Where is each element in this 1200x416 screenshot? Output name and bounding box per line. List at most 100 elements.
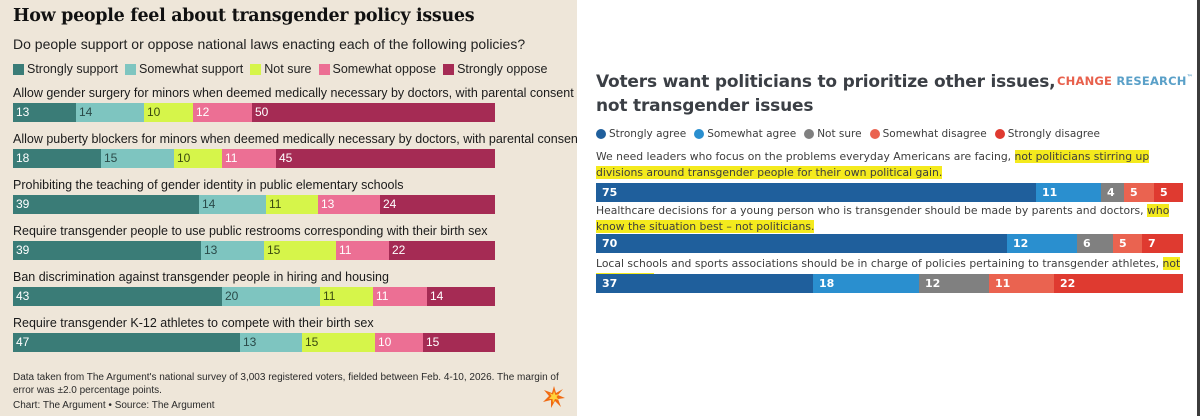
- data-label: 18: [16, 151, 30, 165]
- bar-segment-strongly-agree: 70: [596, 234, 1007, 253]
- data-label: 47: [16, 335, 30, 349]
- legend-dot: [596, 129, 606, 139]
- data-label: 22: [392, 243, 406, 257]
- row-label: Prohibiting the teaching of gender ident…: [13, 178, 404, 192]
- data-label: 11: [1042, 186, 1058, 199]
- bar-segment-strongly-oppose: 45: [276, 149, 495, 168]
- bar-segment-not-sure: 10: [144, 103, 193, 122]
- legend-swatch: [125, 63, 137, 75]
- legend-item: Strongly support: [13, 62, 118, 76]
- starburst-icon: [543, 386, 565, 408]
- row-label: Require transgender K-12 athletes to com…: [13, 316, 374, 330]
- data-label: 15: [426, 335, 440, 349]
- legend-label: Strongly disagree: [1007, 128, 1100, 140]
- data-label: 37: [602, 277, 618, 290]
- legend-label: Somewhat disagree: [882, 128, 987, 140]
- data-label: 75: [602, 186, 618, 199]
- bar-segment-somewhat-support: 13: [201, 241, 264, 260]
- data-label: 43: [16, 289, 30, 303]
- data-label: 13: [321, 197, 335, 211]
- bar-segment-strongly-disagree: 5: [1154, 183, 1183, 202]
- left-chart-panel: How people feel about transgender policy…: [0, 0, 581, 416]
- data-label: 11: [339, 243, 352, 257]
- bar-segment-not-sure: 6: [1077, 234, 1113, 253]
- statement-plain: Healthcare decisions for a young person …: [596, 204, 1148, 217]
- legend-swatch: [13, 63, 24, 75]
- statement-plain: We need leaders who focus on the problem…: [596, 150, 1015, 163]
- bar-segment-somewhat-disagree: 11: [989, 274, 1054, 293]
- bar-segment-strongly-oppose: 15: [423, 333, 495, 352]
- data-label: 14: [79, 105, 93, 119]
- bar-segment-somewhat-oppose: 11: [373, 287, 427, 306]
- bar-segment-not-sure: 15: [302, 333, 375, 352]
- data-label: 12: [925, 277, 941, 290]
- data-label: 10: [147, 105, 161, 119]
- data-label: 13: [204, 243, 218, 257]
- data-label: 5: [1130, 186, 1138, 199]
- statement-plain: Local schools and sports associations sh…: [596, 257, 1163, 270]
- right-chart-panel: Voters want politicians to prioritize ot…: [577, 0, 1197, 416]
- bar-segment-somewhat-agree: 18: [813, 274, 919, 293]
- data-label: 18: [819, 277, 835, 290]
- stacked-bar: 43 20 11 11 14: [13, 287, 495, 306]
- right-border-divider: [1197, 0, 1200, 416]
- bar-segment-not-sure: 11: [320, 287, 373, 306]
- bar-segment-strongly-disagree: 22: [1054, 274, 1183, 293]
- bar-segment-strongly-support: 39: [13, 195, 199, 214]
- stacked-bar: 70 12 6 5 7: [596, 234, 1183, 253]
- data-label: 15: [267, 243, 281, 257]
- bar-segment-strongly-support: 47: [13, 333, 240, 352]
- row-label: Ban discrimination against transgender p…: [13, 270, 389, 284]
- stacked-bar: 47 13 15 10 15: [13, 333, 495, 352]
- legend-swatch: [443, 63, 455, 75]
- left-credit: Chart: The Argument • Source: The Argume…: [13, 400, 215, 411]
- bar-segment-strongly-support: 18: [13, 149, 101, 168]
- legend-label: Not sure: [817, 128, 862, 140]
- right-chart-title: Voters want politicians to prioritize ot…: [596, 72, 1056, 116]
- bar-segment-somewhat-oppose: 13: [318, 195, 380, 214]
- bar-segment-not-sure: 11: [266, 195, 318, 214]
- left-chart-subtitle: Do people support or oppose national law…: [13, 36, 526, 52]
- brand-word-research: RESEARCH: [1116, 74, 1187, 88]
- legend-label: Somewhat agree: [707, 128, 797, 140]
- legend-item: Strongly disagree: [994, 128, 1100, 140]
- data-label: 50: [255, 105, 269, 119]
- bar-segment-strongly-oppose: 24: [380, 195, 495, 214]
- bar-segment-not-sure: 12: [919, 274, 989, 293]
- left-footnote-line2: error was ±2.0 percentage points.: [13, 385, 162, 396]
- bar-segment-somewhat-support: 13: [240, 333, 302, 352]
- data-label: 10: [378, 335, 392, 349]
- legend-item: Somewhat support: [125, 62, 243, 76]
- legend-item: Strongly oppose: [443, 62, 547, 76]
- stacked-bar: 37 18 12 11 22: [596, 274, 1183, 293]
- legend-label: Somewhat support: [139, 62, 244, 76]
- statement-text: We need leaders who focus on the problem…: [596, 149, 1184, 181]
- data-label: 12: [196, 105, 210, 119]
- bar-segment-somewhat-support: 14: [199, 195, 266, 214]
- legend-label: Strongly oppose: [457, 62, 548, 76]
- data-label: 20: [225, 289, 239, 303]
- data-label: 6: [1083, 237, 1091, 250]
- legend-label: Somewhat oppose: [332, 62, 437, 76]
- data-label: 70: [602, 237, 618, 250]
- row-label: Allow puberty blockers for minors when d…: [13, 132, 582, 146]
- data-label: 11: [225, 151, 238, 165]
- legend-dot: [994, 129, 1005, 139]
- bar-segment-somewhat-disagree: 5: [1124, 183, 1154, 202]
- legend-swatch: [318, 63, 330, 75]
- data-label: 45: [279, 151, 293, 165]
- bar-segment-strongly-support: 39: [13, 241, 201, 260]
- bar-segment-strongly-oppose: 14: [427, 287, 495, 306]
- data-label: 14: [202, 197, 216, 211]
- brand-word-change: CHANGE: [1057, 74, 1113, 88]
- bar-segment-somewhat-support: 20: [222, 287, 320, 306]
- bar-segment-somewhat-oppose: 11: [222, 149, 276, 168]
- stacked-bar: 13 14 10 12 50: [13, 103, 495, 122]
- data-label: 22: [1060, 277, 1076, 290]
- data-label: 11: [323, 289, 336, 303]
- change-research-logo: CHANGE RESEARCH™: [1057, 74, 1193, 88]
- data-label: 5: [1119, 237, 1127, 250]
- statement-text: Healthcare decisions for a young person …: [596, 203, 1184, 235]
- bar-segment-strongly-agree: 37: [596, 274, 813, 293]
- bar-segment-strongly-agree: 75: [596, 183, 1036, 202]
